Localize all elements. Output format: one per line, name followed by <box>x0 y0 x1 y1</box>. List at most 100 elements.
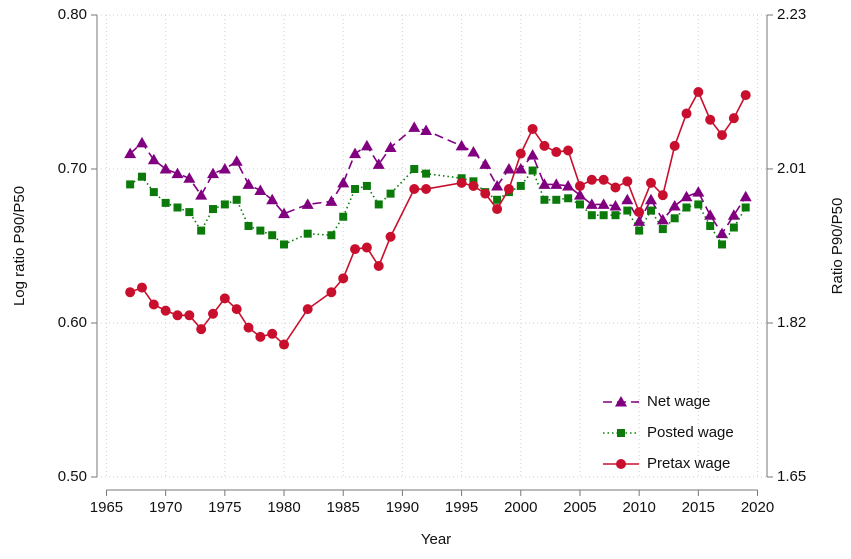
data-point <box>361 242 372 253</box>
data-point <box>670 214 679 223</box>
data-point <box>597 198 610 209</box>
data-point <box>124 147 137 159</box>
legend-label: Pretax wage <box>647 455 730 472</box>
data-point <box>455 139 468 151</box>
data-point <box>739 190 752 202</box>
data-point <box>374 200 383 209</box>
data-point <box>301 198 314 209</box>
data-point <box>528 166 537 175</box>
x-tick-label: 1975 <box>208 499 241 516</box>
data-point <box>611 211 620 220</box>
data-point <box>135 136 148 148</box>
x-tick-label: 2005 <box>563 499 596 516</box>
data-point <box>564 194 573 203</box>
x-tick-label: 2010 <box>622 499 655 516</box>
data-point <box>230 155 243 166</box>
data-point <box>327 231 336 240</box>
data-point <box>185 208 194 217</box>
data-point <box>196 324 207 335</box>
data-point <box>337 176 350 188</box>
data-point <box>267 328 278 339</box>
data-point <box>266 193 279 205</box>
data-point <box>280 240 289 249</box>
data-point <box>658 225 667 234</box>
data-point <box>409 184 420 195</box>
data-point <box>479 158 492 169</box>
x-tick-label: 1995 <box>445 499 478 516</box>
data-point <box>694 200 703 209</box>
data-point <box>421 184 432 195</box>
data-point <box>692 186 705 197</box>
data-point <box>514 163 527 174</box>
x-tick-label: 2000 <box>504 499 537 516</box>
data-point <box>493 195 502 204</box>
x-tick-label: 2015 <box>682 499 715 516</box>
data-point <box>172 310 183 321</box>
y2-tick-label: 1.65 <box>777 468 806 485</box>
x-axis-title: Year <box>421 531 451 548</box>
data-point <box>197 226 206 235</box>
data-point <box>633 215 646 226</box>
data-point <box>587 211 596 220</box>
y2-tick-label: 2.23 <box>777 6 806 23</box>
x-tick-label: 1965 <box>90 499 123 516</box>
x-tick-label: 1980 <box>267 499 300 516</box>
data-point <box>527 123 538 134</box>
data-point <box>208 308 219 319</box>
data-point <box>325 195 338 206</box>
data-point <box>668 199 681 211</box>
data-point <box>562 179 575 191</box>
y2-axis-title: Ratio P90/P50 <box>829 198 846 295</box>
legend-marker <box>617 429 625 437</box>
data-point <box>231 304 242 315</box>
data-point <box>302 304 313 315</box>
data-point <box>480 188 491 199</box>
data-point <box>657 190 668 201</box>
data-point <box>717 130 728 141</box>
data-point <box>729 223 738 232</box>
data-point <box>575 200 584 209</box>
data-point <box>586 174 597 185</box>
data-point <box>351 185 360 194</box>
data-point <box>552 195 561 204</box>
data-point <box>173 203 182 212</box>
data-point <box>148 299 159 310</box>
legend-marker <box>615 396 627 407</box>
data-point <box>279 339 290 350</box>
data-point <box>585 198 598 209</box>
data-point <box>183 172 196 183</box>
data-point <box>622 176 633 187</box>
data-point <box>503 184 514 195</box>
data-point <box>420 124 433 135</box>
data-point <box>410 165 419 173</box>
data-point <box>303 229 312 238</box>
data-point <box>256 226 265 235</box>
series-line <box>129 90 747 346</box>
data-point <box>360 139 373 151</box>
data-point <box>136 282 147 293</box>
data-point <box>656 213 669 225</box>
data-point <box>218 163 231 174</box>
data-point <box>718 240 727 249</box>
x-tick-label: 1970 <box>149 499 182 516</box>
data-point <box>195 189 208 200</box>
data-point <box>161 198 170 207</box>
data-point <box>254 184 267 196</box>
data-point <box>350 244 361 255</box>
data-point <box>669 140 680 151</box>
data-point <box>526 149 539 160</box>
data-point <box>634 207 645 218</box>
data-point <box>220 200 229 209</box>
data-point <box>598 174 609 185</box>
data-point <box>491 179 504 191</box>
x-tick-label: 2020 <box>741 499 774 516</box>
data-point <box>147 153 160 165</box>
x-tick-label: 1990 <box>386 499 419 516</box>
data-point <box>219 293 230 304</box>
data-point <box>516 181 525 190</box>
data-point <box>171 167 184 179</box>
data-point <box>623 206 632 215</box>
data-point <box>492 204 503 215</box>
data-point <box>645 177 656 188</box>
